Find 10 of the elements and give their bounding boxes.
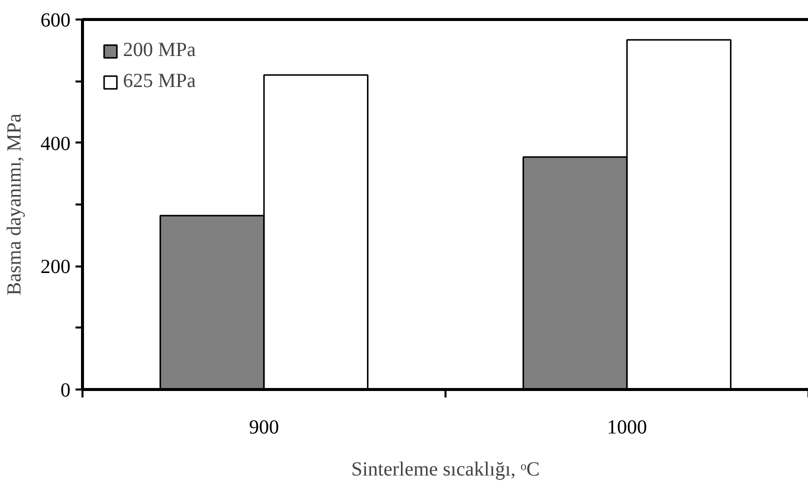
y-tick-label: 0 [60,380,70,402]
y-axis-title: Basma dayanımı, MPa [4,114,26,296]
y-tick-label: 600 [40,10,70,32]
y-tick-label: 200 [40,256,70,278]
x-tick-label: 1000 [607,416,647,438]
x-axis-title: Sinterleme sıcaklığı, ᵒC [351,458,540,480]
x-tick-label: 900 [249,416,279,438]
legend-label: 625 MPa [123,70,196,93]
legend-label: 200 MPa [123,39,196,62]
y-tick-label: 400 [40,132,70,155]
